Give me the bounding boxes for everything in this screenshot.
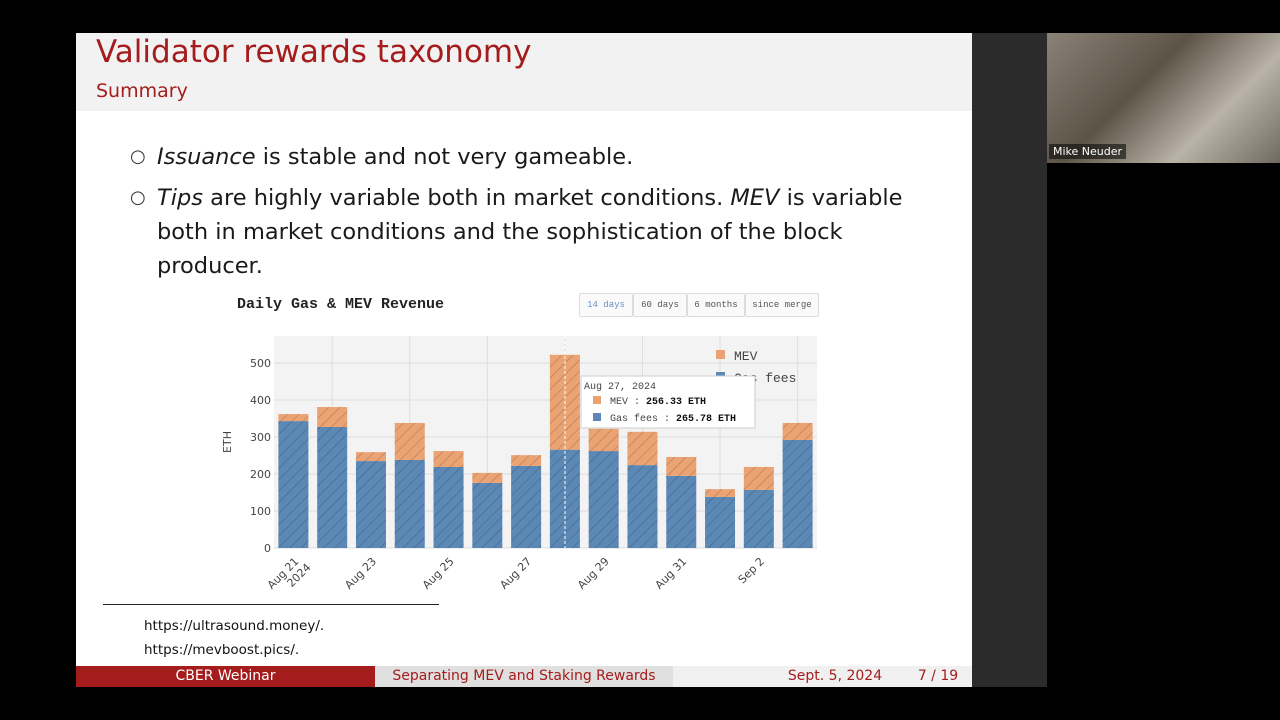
participant-name: Mike Neuder: [1049, 144, 1127, 159]
bullet-emphasis: Issuance: [157, 144, 256, 170]
footnote-rule: [103, 604, 439, 605]
legend-swatch: [716, 350, 725, 359]
slide-header: [76, 33, 972, 111]
bar-hatch: [278, 421, 309, 548]
tooltip-separator: :: [658, 414, 676, 425]
bar-hatch: [278, 414, 309, 422]
tooltip-entry: MEV : 256.33 ETH: [610, 397, 706, 408]
tooltip-swatch: [593, 413, 601, 421]
tooltip-value: 265.78 ETH: [676, 414, 736, 425]
bar-hatch: [743, 489, 774, 548]
bar-hatch: [627, 465, 658, 548]
bullet-text: is stable and not very gameable.: [255, 144, 634, 170]
footnote: https://ultrasound.money/.: [144, 618, 325, 634]
y-tick-label: 100: [250, 505, 271, 518]
bullet-marker: ○: [130, 187, 146, 208]
x-tick-label: Sep 2: [736, 555, 767, 586]
x-tick-label: Aug 23: [342, 555, 379, 592]
range-button[interactable]: since merge: [745, 293, 819, 317]
legend-label: MEV: [734, 349, 758, 364]
footer-date: Sept. 5, 2024: [787, 668, 883, 684]
side-panel: [972, 33, 1047, 687]
bar-hatch: [317, 407, 348, 428]
bullet-emphasis: Tips: [157, 185, 203, 211]
tooltip-date: Aug 27, 2024: [584, 382, 656, 393]
y-axis-label: ETH: [221, 431, 234, 453]
chart-title: Daily Gas & MEV Revenue: [237, 296, 445, 313]
tooltip-separator: :: [628, 397, 646, 408]
footer-center: Separating MEV and Staking Rewards: [375, 666, 673, 687]
footer-page: 7 / 19: [917, 668, 959, 684]
x-tick-label: Aug 25: [420, 555, 457, 592]
bar-hatch: [666, 475, 697, 548]
bullet: Issuance is stable and not very gameable…: [157, 140, 937, 174]
bar-hatch: [472, 482, 503, 548]
bar-hatch: [627, 431, 658, 466]
bar-hatch: [782, 439, 813, 548]
y-tick-label: 300: [250, 431, 271, 444]
bar-hatch: [355, 452, 386, 462]
bar-hatch: [666, 456, 697, 476]
range-button[interactable]: 14 days: [579, 293, 633, 317]
slide-subtitle: Summary: [96, 80, 188, 102]
footer-left: CBER Webinar: [76, 666, 375, 687]
bar-hatch: [433, 466, 464, 548]
bar-hatch: [588, 428, 619, 452]
bullet-marker: ○: [130, 146, 146, 167]
bar-hatch: [782, 422, 813, 440]
bar-hatch: [472, 472, 503, 483]
bar-hatch: [394, 422, 425, 460]
bar-hatch: [511, 465, 542, 548]
bar-hatch: [317, 427, 348, 548]
bar-hatch: [433, 451, 464, 467]
slide-title: Validator rewards taxonomy: [96, 34, 532, 70]
tooltip-box: [580, 375, 756, 429]
bullet-text: are highly variable both in market condi…: [203, 185, 731, 211]
y-tick-label: 500: [250, 357, 271, 370]
webcam-video: [1047, 33, 1280, 163]
tooltip-name: Gas fees: [610, 413, 658, 425]
bar-hatch: [588, 451, 619, 548]
range-button[interactable]: 6 months: [687, 293, 745, 317]
x-tick-label: Aug 29: [575, 555, 612, 592]
bar-hatch: [705, 489, 736, 497]
tooltip-swatch: [593, 396, 601, 404]
y-tick-label: 400: [250, 394, 271, 407]
bar-hatch: [511, 455, 542, 466]
tooltip-entry: Gas fees : 265.78 ETH: [610, 413, 736, 425]
bar-hatch: [355, 461, 386, 548]
x-tick-label: Aug 31: [653, 555, 690, 592]
bullet-emphasis: MEV: [730, 185, 780, 211]
bar-hatch: [705, 496, 736, 548]
footnote: https://mevboost.pics/.: [144, 642, 300, 658]
plot-area: [274, 336, 817, 548]
tooltip-value: 256.33 ETH: [646, 397, 706, 408]
bar-hatch: [743, 466, 774, 490]
x-tick-label: Aug 27: [497, 555, 534, 592]
bar-hatch: [394, 459, 425, 548]
range-button[interactable]: 60 days: [633, 293, 687, 317]
bullet-text: is variable both in market conditions an…: [157, 185, 903, 279]
y-tick-label: 200: [250, 468, 271, 481]
tooltip-name: MEV: [610, 397, 628, 408]
footer-right: [673, 666, 972, 687]
y-tick-label: 0: [264, 542, 271, 555]
bullet: Tips are highly variable both in market …: [157, 181, 937, 283]
